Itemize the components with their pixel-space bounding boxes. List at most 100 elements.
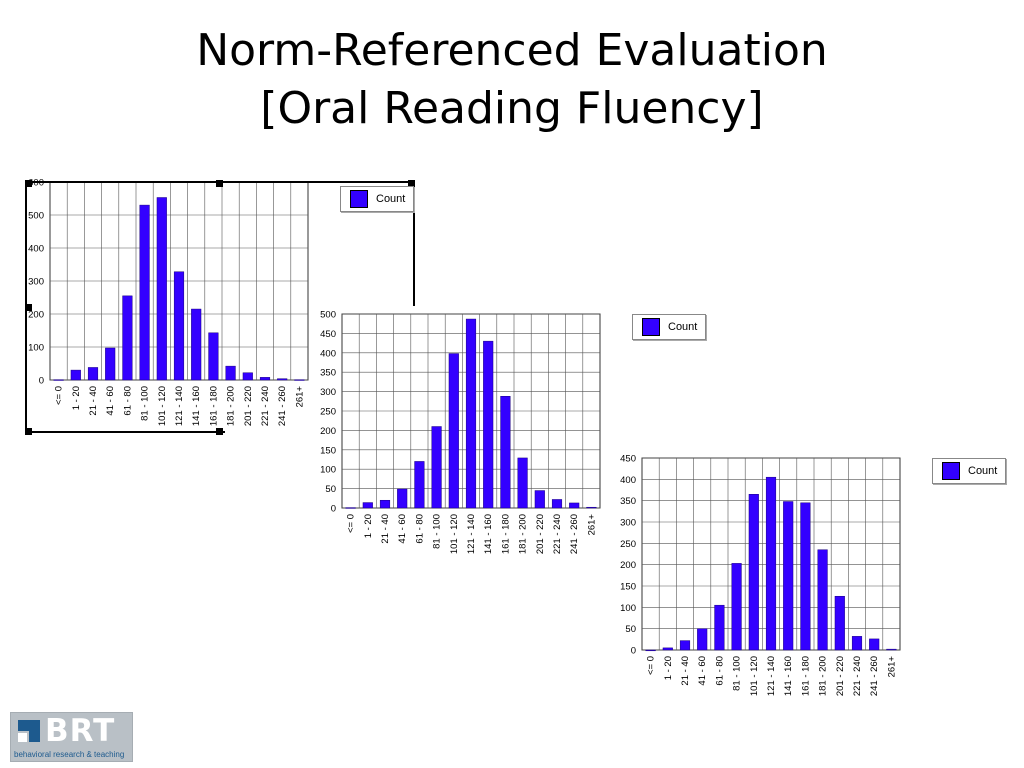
x-tick-label: 21 - 40: [380, 514, 391, 544]
x-tick-label: 61 - 80: [714, 656, 725, 686]
x-tick-label: 161 - 180: [208, 386, 219, 426]
x-tick-label: 201 - 220: [535, 514, 546, 554]
bar-161-180: [500, 396, 511, 509]
y-tick-label: 150: [620, 582, 636, 593]
histogram-chart-3[interactable]: 0 50 100 150 200 250 300 350 400 450 <= 0 1 - 20 21 …: [612, 454, 912, 716]
x-tick-label: 261+: [586, 514, 597, 536]
y-tick-label: 450: [320, 329, 336, 340]
resize-handle-middle-left[interactable]: [25, 304, 32, 311]
y-tick-label: 150: [320, 445, 336, 456]
y-tick-label: 300: [320, 387, 336, 398]
bar-61-80: [714, 604, 725, 651]
y-tick-label: 0: [331, 504, 336, 515]
histogram-chart-2-svg: 0 50 100 150 200 250 300 350 400 450 500 <= 0 1 - 20…: [320, 310, 601, 554]
x-tick-label: 161 - 180: [800, 656, 811, 696]
x-tick-label: 181 - 200: [518, 514, 529, 554]
bar-201-220: [834, 595, 845, 651]
x-tick-label: 181 - 200: [818, 656, 829, 696]
bar-221-240: [851, 636, 863, 651]
bar-261+: [294, 379, 305, 381]
bar-121-140: [465, 318, 477, 509]
bar-181-200: [817, 549, 828, 651]
bar-21-40: [379, 499, 391, 509]
slide-title-line1: Norm-Referenced Evaluation: [196, 25, 828, 76]
y-tick-label: 250: [620, 539, 636, 550]
y-tick-label: 0: [631, 646, 636, 657]
resize-handle-top-left[interactable]: [25, 180, 32, 187]
bar-141-160: [783, 501, 794, 651]
x-tick-label: 121 - 140: [466, 514, 477, 554]
x-tick-label: 1 - 20: [663, 656, 674, 680]
bar-41-60: [397, 488, 408, 509]
bar-21-40: [87, 367, 99, 381]
legend-chart-2: Count: [632, 314, 706, 340]
bar-241-260: [277, 378, 288, 381]
x-tick-label: 141 - 160: [191, 386, 202, 426]
x-tick-label: 101 - 120: [449, 514, 460, 554]
x-tick-label: 161 - 180: [500, 514, 511, 554]
x-tick-label: 41 - 60: [697, 656, 708, 686]
x-tick-label: 21 - 40: [680, 656, 691, 686]
y-tick-label: 100: [620, 603, 636, 614]
bar-101-120: [748, 494, 759, 651]
logo-tagline: behavioral research & teaching: [14, 750, 125, 759]
x-tick-label: 121 - 140: [766, 656, 777, 696]
x-tick-label: 261+: [886, 656, 897, 678]
y-tick-label: 300: [620, 518, 636, 529]
slide-title-line2: [Oral Reading Fluency]: [260, 83, 764, 135]
x-tick-label: 101 - 120: [749, 656, 760, 696]
bar-1-20: [362, 502, 373, 509]
logo-text: BRT: [45, 713, 116, 749]
x-tick-label: 1 - 20: [71, 386, 82, 410]
x-tick-label: 61 - 80: [122, 386, 133, 416]
legend-label: Count: [668, 321, 698, 333]
x-tick-label: 121 - 140: [174, 386, 185, 426]
y-tick-label: 300: [28, 277, 44, 288]
resize-handle-bottom-middle[interactable]: [216, 428, 223, 435]
histogram-chart-2[interactable]: 0 50 100 150 200 250 300 350 400 450 500 <= 0 1 - 20…: [312, 310, 612, 572]
legend-swatch: [642, 318, 660, 336]
legend-swatch: [350, 190, 368, 208]
legend-chart-1: Count: [340, 186, 414, 212]
bar-241-260: [869, 638, 880, 651]
x-tick-label: 1 - 20: [363, 514, 374, 538]
resize-handle-top-middle[interactable]: [216, 180, 223, 187]
resize-handle-top-right[interactable]: [408, 180, 415, 187]
y-tick-label: 400: [320, 348, 336, 359]
x-tick-label: 141 - 160: [483, 514, 494, 554]
legend-label: Count: [968, 465, 998, 477]
x-tick-label: 81 - 100: [140, 386, 151, 421]
bar-101-120: [448, 353, 459, 509]
bar-41-60: [105, 347, 116, 381]
bar-101-120: [156, 197, 167, 381]
bar-181-200: [517, 457, 528, 509]
x-tick-label: 81 - 100: [732, 656, 743, 691]
x-tick-label: 241 - 260: [569, 514, 580, 554]
y-tick-label: 50: [625, 624, 636, 635]
plot-area: 0 50 100 150 200 250 300 350 400 450 <= 0 1 - 20 21 …: [620, 454, 901, 696]
bar-81-100: [731, 563, 742, 651]
resize-handle-bottom-left[interactable]: [25, 428, 32, 435]
y-tick-label: 600: [28, 178, 44, 189]
bar-221-240: [259, 377, 271, 381]
bar-161-180: [208, 332, 219, 381]
bar--0: [645, 649, 656, 652]
bar-201-220: [534, 490, 545, 509]
y-tick-label: 200: [320, 426, 336, 437]
slide-title: Norm-Referenced Evaluation [Oral Reading…: [0, 22, 1024, 138]
bar-1-20: [70, 369, 81, 381]
bar-141-160: [191, 308, 202, 381]
x-tick-label: 221 - 240: [852, 656, 863, 696]
x-tick-label: 101 - 120: [157, 386, 168, 426]
bar-181-200: [225, 365, 236, 381]
y-tick-label: 250: [320, 407, 336, 418]
bar--0: [53, 379, 64, 381]
bar-1-20: [662, 647, 673, 651]
x-tick-label: <= 0: [346, 514, 357, 533]
bar-261+: [886, 648, 897, 651]
bar-121-140: [765, 476, 777, 651]
logo-mark-icon: [18, 720, 40, 742]
y-tick-label: 200: [28, 310, 44, 321]
plot-area: 0 50 100 150 200 250 300 350 400 450 500 <= 0 1 - 20…: [320, 310, 601, 554]
y-tick-label: 50: [325, 484, 336, 495]
